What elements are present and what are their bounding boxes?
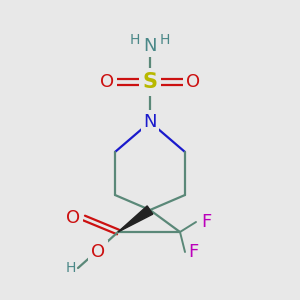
Text: H: H (66, 261, 76, 275)
Text: N: N (143, 37, 157, 55)
Text: F: F (188, 243, 198, 261)
Text: N: N (143, 113, 157, 131)
Text: H: H (130, 33, 140, 47)
Text: O: O (186, 73, 200, 91)
Text: O: O (66, 209, 80, 227)
Text: O: O (91, 243, 105, 261)
Text: S: S (142, 72, 158, 92)
Text: O: O (100, 73, 114, 91)
Text: F: F (201, 213, 211, 231)
Text: H: H (160, 33, 170, 47)
Polygon shape (118, 206, 153, 232)
